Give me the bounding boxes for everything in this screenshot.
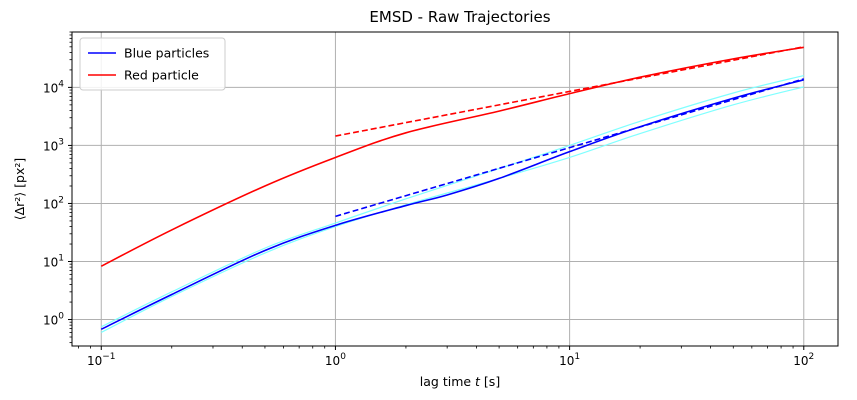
series-line-1: [100, 74, 804, 328]
series-line-3: [100, 46, 804, 267]
y-tick-label: 102: [43, 195, 64, 211]
x-axis-label: lag time t [s]: [420, 374, 500, 389]
y-tick-label: 104: [43, 79, 64, 95]
fit-line-5: [335, 46, 804, 137]
axis-ticks: 10−1 100 101 102 100 101 102 103 104: [43, 31, 814, 368]
y-tick-label: 100: [43, 312, 64, 328]
legend-label: Blue particles: [124, 46, 209, 61]
series-line-2: [100, 79, 804, 330]
x-tick-label: 101: [559, 352, 580, 368]
x-tick-label: 102: [793, 352, 814, 368]
y-tick-label: 103: [43, 137, 64, 153]
grid-lines: [72, 32, 838, 346]
legend-box: [79, 37, 226, 91]
chart-title: EMSD - Raw Trajectories: [369, 8, 550, 26]
data-series: [100, 46, 805, 333]
plot-frame: [71, 31, 839, 347]
x-tick-label: 10−1: [87, 352, 116, 368]
y-tick-label: 101: [43, 253, 64, 269]
series-line-0: [100, 86, 804, 333]
y-axis-label: ⟨Δr²⟩ [px²]: [12, 158, 27, 221]
fit-line-4: [335, 78, 805, 218]
x-tick-label: 100: [325, 352, 346, 368]
legend-label: Red particle: [124, 68, 199, 83]
legend: Blue particles Red particle: [79, 37, 226, 91]
